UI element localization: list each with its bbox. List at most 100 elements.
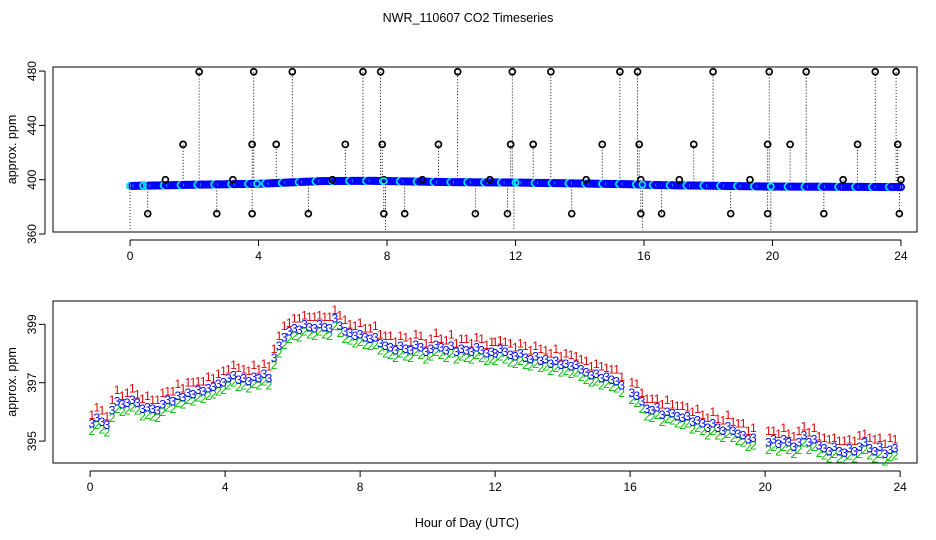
series-2-point: 2 [806, 443, 813, 457]
spike-point [765, 67, 774, 76]
highlight-point [379, 177, 388, 185]
spike-point [529, 140, 538, 149]
series-1-point: 1 [402, 330, 409, 344]
top-y-tick-label: 440 [25, 115, 39, 135]
series-3-point: 3 [775, 437, 782, 451]
series-1-point: 1 [709, 405, 716, 419]
series-1-point: 1 [423, 336, 430, 350]
series-1-point: 1 [352, 319, 359, 333]
series-3-point: 3 [94, 411, 101, 425]
series-2-point: 2 [517, 354, 524, 368]
series-3-point: 3 [801, 428, 808, 442]
series-2-point: 2 [887, 450, 894, 464]
series-2-point: 2 [347, 333, 354, 347]
series-2-point: 2 [841, 453, 848, 467]
series-3-point: 3 [547, 357, 554, 371]
series-3-point: 3 [598, 371, 605, 385]
series-2-point: 2 [634, 396, 641, 410]
series-3-point: 3 [488, 345, 495, 359]
series-2-point: 2 [428, 349, 435, 363]
series-3-point: 3 [154, 403, 161, 417]
series-1-point: 1 [245, 364, 252, 378]
series-2-point: 2 [468, 352, 475, 366]
series-3-point: 3 [674, 409, 681, 423]
series-1-point: 1 [689, 405, 696, 419]
series-1-point: 1 [699, 408, 706, 422]
spike-point [839, 175, 847, 184]
series-2-point: 2 [750, 438, 757, 452]
series-3-point: 3 [669, 406, 676, 420]
series-2-point: 2 [397, 347, 404, 361]
series-2-point: 2 [175, 396, 182, 410]
series-3-point: 3 [507, 348, 514, 362]
series-3-point: 3 [720, 424, 727, 438]
series-3-point: 3 [790, 440, 797, 454]
series-2-point: 2 [578, 370, 585, 384]
spike-point [893, 140, 902, 149]
series-2-point: 2 [321, 328, 328, 342]
series-1-point: 1 [453, 336, 460, 350]
series-3-point: 3 [418, 341, 425, 355]
series-1-point: 1 [321, 310, 328, 324]
series-2-point: 2 [547, 364, 554, 378]
series-2-point: 2 [296, 330, 303, 344]
series-3-point: 3 [291, 322, 298, 336]
series-1-point: 1 [649, 392, 656, 406]
series-2-point: 2 [709, 424, 716, 438]
series-2-point: 2 [669, 414, 676, 428]
series-3-point: 3 [704, 421, 711, 435]
spike-point [434, 140, 443, 149]
series-2-point: 2 [256, 379, 263, 393]
series-2-point: 2 [448, 347, 455, 361]
series-3-point: 3 [352, 329, 359, 343]
series-1-point: 1 [412, 328, 419, 342]
series-2-point: 2 [628, 393, 635, 407]
series-1-point: 1 [527, 344, 534, 358]
series-2-point: 2 [306, 328, 313, 342]
series-1-point: 1 [119, 389, 126, 403]
series-1-point: 1 [271, 342, 278, 356]
series-2-point: 2 [704, 428, 711, 442]
series-3-point: 3 [608, 373, 615, 387]
series-3-point: 3 [225, 371, 232, 385]
series-1-point: 1 [730, 415, 737, 429]
top-x-tick-label: 16 [637, 249, 651, 263]
series-3-point: 3 [114, 395, 121, 409]
series-2-point: 2 [245, 382, 252, 396]
series-1-point: 1 [517, 336, 524, 350]
series-3-point: 3 [129, 393, 136, 407]
series-3-point: 3 [649, 403, 656, 417]
series-1-point: 1 [382, 329, 389, 343]
series-3-point: 3 [836, 444, 843, 458]
series-1-point: 1 [816, 430, 823, 444]
series-2-point: 2 [871, 452, 878, 466]
series-1-point: 1 [488, 335, 495, 349]
series-1-point: 1 [210, 371, 217, 385]
series-1-point: 1 [311, 310, 318, 324]
series-3-point: 3 [412, 338, 419, 352]
series-1-point: 1 [704, 411, 711, 425]
series-2-point: 2 [240, 379, 247, 393]
series-2-point: 2 [542, 360, 549, 374]
series-2-point: 2 [235, 380, 242, 394]
series-1-point: 1 [654, 392, 661, 406]
series-1-point: 1 [266, 360, 273, 374]
series-1-point: 1 [397, 329, 404, 343]
bottom-x-tick-label: 8 [357, 480, 364, 494]
series-2-point: 2 [225, 379, 232, 393]
series-2-point: 2 [512, 357, 519, 371]
series-3-point: 3 [588, 368, 595, 382]
series-2-point: 2 [497, 349, 504, 363]
series-3-point: 3 [382, 339, 389, 353]
series-2-point: 2 [488, 352, 495, 366]
series-2-point: 2 [699, 424, 706, 438]
series-2-point: 2 [291, 329, 298, 343]
series-1-point: 1 [200, 374, 207, 388]
series-3-point: 3 [321, 320, 328, 334]
series-1-point: 1 [342, 313, 349, 327]
series-3-point: 3 [311, 322, 318, 336]
series-3-point: 3 [392, 344, 399, 358]
series-2-point: 2 [99, 422, 106, 436]
series-3-point: 3 [256, 371, 263, 385]
